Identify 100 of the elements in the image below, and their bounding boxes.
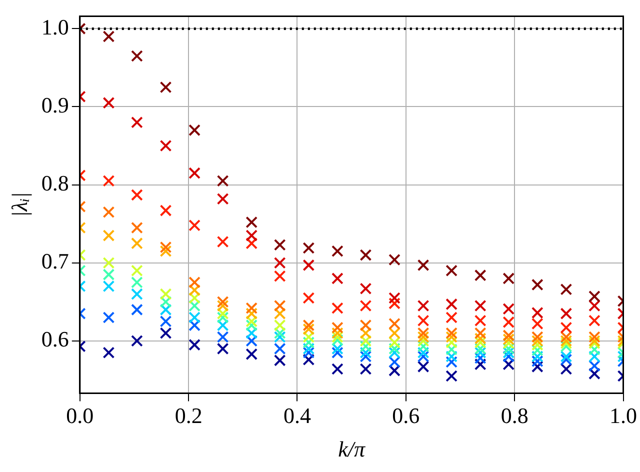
point	[417, 350, 430, 362]
point	[274, 238, 286, 251]
point	[560, 283, 572, 296]
point	[474, 332, 486, 345]
point	[160, 304, 172, 316]
point	[531, 338, 544, 351]
point	[188, 219, 200, 232]
point	[502, 329, 515, 342]
point	[188, 300, 200, 312]
point	[216, 312, 229, 324]
point	[560, 334, 572, 347]
point	[246, 237, 258, 250]
point	[588, 360, 600, 372]
point	[588, 368, 600, 380]
point	[302, 331, 315, 343]
point	[302, 336, 315, 348]
point	[332, 302, 344, 314]
point	[388, 292, 400, 304]
point	[274, 327, 286, 340]
point	[502, 302, 515, 315]
point	[188, 276, 200, 288]
y-tick-label: 0.6	[41, 326, 69, 352]
point	[560, 308, 572, 320]
point	[360, 282, 372, 295]
point	[446, 344, 458, 356]
point	[417, 346, 430, 359]
point	[131, 50, 143, 62]
x-tick-label: 0.8	[500, 403, 528, 428]
point	[216, 319, 229, 332]
point	[246, 327, 258, 340]
point	[302, 323, 315, 336]
point	[474, 327, 486, 340]
point	[560, 354, 572, 366]
point	[531, 306, 544, 319]
point	[531, 318, 544, 330]
point	[446, 356, 458, 368]
point	[274, 342, 286, 355]
point	[188, 312, 200, 324]
point	[474, 342, 486, 355]
point	[246, 315, 258, 328]
point	[446, 331, 458, 343]
point	[588, 334, 600, 347]
point	[531, 350, 544, 362]
point	[388, 297, 400, 310]
point	[417, 331, 430, 343]
point	[588, 344, 600, 356]
point	[160, 241, 172, 254]
point	[160, 327, 172, 340]
x-tick-label: 0.2	[174, 403, 202, 428]
point	[560, 363, 572, 375]
point	[246, 334, 258, 347]
point	[502, 350, 515, 362]
point	[446, 312, 458, 324]
point	[446, 298, 458, 310]
point	[246, 302, 258, 314]
point	[388, 356, 400, 368]
point	[332, 331, 344, 343]
point	[446, 336, 458, 348]
point	[246, 319, 258, 332]
point	[188, 319, 200, 332]
point	[274, 256, 286, 269]
point	[131, 288, 143, 300]
point	[417, 340, 430, 352]
point	[388, 254, 400, 266]
point	[360, 363, 372, 375]
point	[474, 358, 486, 370]
point	[332, 346, 344, 359]
point	[502, 272, 515, 284]
point	[246, 230, 258, 242]
point	[388, 327, 400, 340]
point	[446, 264, 458, 277]
x-tick-label: 1.0	[610, 403, 637, 428]
point	[388, 364, 400, 377]
point	[417, 334, 430, 347]
point	[302, 346, 315, 359]
point	[531, 344, 544, 356]
point	[588, 331, 600, 343]
point	[360, 346, 372, 359]
point	[588, 290, 600, 302]
point	[332, 363, 344, 375]
point	[188, 167, 200, 180]
point	[216, 300, 229, 312]
point	[131, 222, 143, 234]
point	[188, 338, 200, 351]
point	[131, 334, 143, 347]
point	[502, 333, 515, 346]
point	[560, 337, 572, 350]
point	[502, 358, 515, 370]
point	[531, 331, 544, 343]
point	[188, 124, 200, 136]
point	[131, 188, 143, 201]
point	[216, 308, 229, 320]
point	[560, 350, 572, 362]
point	[332, 272, 344, 284]
point	[246, 216, 258, 228]
point	[502, 337, 515, 350]
point	[332, 342, 344, 355]
point	[160, 81, 172, 94]
point	[302, 354, 315, 366]
y-axis-title: |λᵢ|	[6, 192, 32, 218]
